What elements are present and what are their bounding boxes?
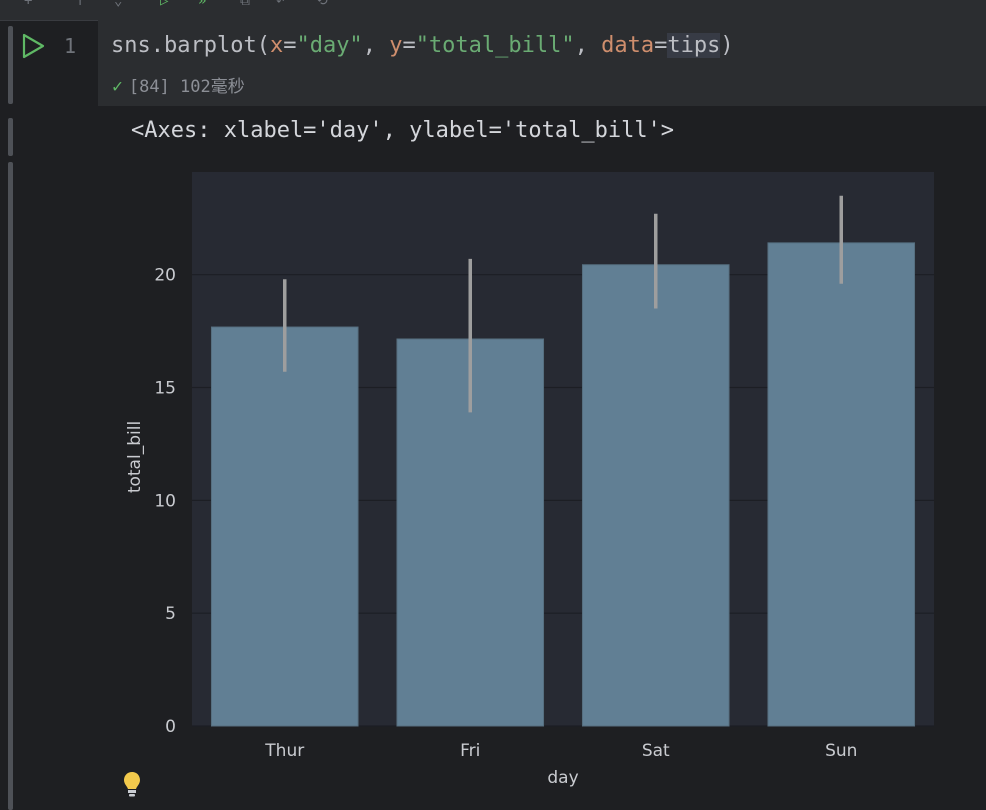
x-tick-label: Fri (460, 741, 480, 761)
execution-count: [84] (128, 77, 170, 97)
output-gutter-bar-2[interactable] (8, 162, 13, 810)
x-tick-label: Sat (642, 741, 670, 761)
code-token: ) (720, 33, 734, 58)
x-tick-label: Thur (264, 741, 304, 761)
execution-status: ✓ [84] 102毫秒 (112, 72, 245, 97)
execution-time: 102毫秒 (180, 77, 245, 97)
code-token: = (283, 33, 297, 58)
run-all-icon[interactable]: » (198, 0, 207, 9)
move-down-icon[interactable]: ⌄ (114, 0, 123, 9)
code-token: data (601, 33, 655, 58)
code-token: sns.barplot( (111, 33, 270, 58)
code-token: "total_bill" (415, 33, 575, 58)
y-tick-label: 20 (154, 266, 176, 286)
undo-icon[interactable]: ↶ (276, 0, 285, 9)
y-tick-label: 5 (165, 604, 176, 624)
y-axis-label: total_bill (125, 421, 145, 493)
code-token: = (654, 33, 668, 58)
output-gutter-bar[interactable] (8, 118, 13, 156)
success-check-icon: ✓ (112, 76, 123, 97)
code-token: , (574, 33, 602, 58)
run-cell-icon[interactable]: ▷ (160, 0, 169, 9)
move-up-icon[interactable]: ↑ (76, 0, 85, 9)
code-token: tips (667, 33, 721, 58)
run-icon[interactable] (20, 33, 46, 59)
restart-icon[interactable]: ⟲ (316, 0, 328, 9)
code-token: , (362, 33, 390, 58)
code-token: y (389, 33, 403, 58)
bar-chart: 0 5 10 15 20 Thur Fri Sat Sun day total_bill (125, 172, 934, 788)
x-axis-label: day (547, 768, 578, 788)
copy-icon[interactable]: ⧉ (240, 0, 250, 9)
code-cell[interactable] (98, 20, 986, 106)
add-cell-icon[interactable]: + (24, 0, 33, 9)
lightbulb-icon[interactable] (121, 770, 143, 798)
cell-gutter-bar[interactable] (8, 26, 13, 104)
code-token: x (269, 33, 284, 58)
bar-sun (767, 242, 916, 727)
y-tick-label: 0 (165, 717, 176, 737)
output-repr: <Axes: xlabel='day', ylabel='total_bill'… (131, 118, 675, 143)
y-tick-label: 10 (154, 491, 176, 511)
code-editor[interactable]: sns.barplot(x="day", y="total_bill", dat… (111, 31, 734, 61)
code-token: = (402, 33, 416, 58)
line-number: 1 (64, 34, 77, 58)
bar-sat (581, 264, 730, 727)
bar-thur (210, 326, 359, 727)
notebook-toolbar: + ↑ ⌄ ▷ » ⧉ ↶ ⟲ (0, 0, 986, 21)
y-tick-label: 15 (154, 379, 176, 399)
code-token: "day" (296, 33, 363, 58)
x-tick-label: Sun (825, 741, 857, 761)
